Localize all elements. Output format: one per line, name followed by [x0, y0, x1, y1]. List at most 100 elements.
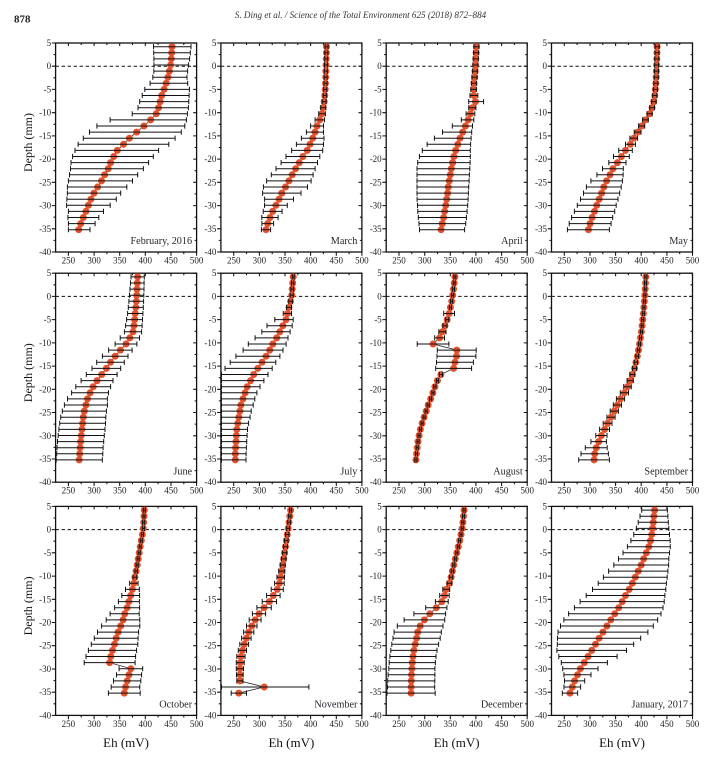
svg-text:November: November — [314, 700, 358, 711]
svg-text:-5: -5 — [540, 84, 548, 94]
svg-text:400: 400 — [139, 719, 153, 729]
svg-text:-40: -40 — [39, 710, 51, 720]
svg-text:-30: -30 — [204, 431, 216, 441]
svg-text:5: 5 — [377, 501, 382, 511]
svg-text:500: 500 — [355, 486, 369, 496]
svg-text:-10: -10 — [535, 571, 547, 581]
svg-text:March: March — [331, 236, 358, 247]
svg-text:Depth (mm): Depth (mm) — [21, 343, 35, 402]
svg-text:-35: -35 — [370, 687, 382, 697]
svg-text:-35: -35 — [204, 454, 216, 464]
svg-text:0: 0 — [377, 291, 382, 301]
svg-text:-15: -15 — [204, 131, 216, 141]
svg-text:-5: -5 — [374, 315, 382, 325]
svg-text:0: 0 — [47, 61, 52, 71]
svg-text:S. Ding et al. / Science of th: S. Ding et al. / Science of the Total En… — [235, 10, 487, 20]
svg-text:-10: -10 — [370, 338, 382, 348]
svg-text:-40: -40 — [535, 247, 547, 257]
svg-text:-5: -5 — [44, 84, 52, 94]
svg-text:-15: -15 — [39, 594, 51, 604]
svg-text:-20: -20 — [535, 618, 547, 628]
svg-text:-25: -25 — [370, 177, 382, 187]
svg-text:-20: -20 — [370, 154, 382, 164]
svg-text:-35: -35 — [39, 224, 51, 234]
svg-text:500: 500 — [686, 256, 700, 266]
svg-text:-30: -30 — [39, 201, 51, 211]
svg-text:-35: -35 — [204, 687, 216, 697]
svg-text:Eh (mV): Eh (mV) — [434, 735, 480, 750]
svg-text:-25: -25 — [535, 641, 547, 651]
svg-text:-40: -40 — [535, 710, 547, 720]
svg-text:350: 350 — [444, 719, 458, 729]
svg-text:500: 500 — [686, 719, 700, 729]
svg-text:-20: -20 — [39, 384, 51, 394]
svg-text:-35: -35 — [39, 454, 51, 464]
svg-text:-5: -5 — [209, 84, 217, 94]
svg-text:350: 350 — [609, 256, 623, 266]
svg-text:0: 0 — [543, 61, 548, 71]
svg-text:450: 450 — [330, 719, 344, 729]
svg-text:0: 0 — [212, 291, 217, 301]
svg-text:5: 5 — [212, 501, 217, 511]
svg-text:500: 500 — [520, 486, 534, 496]
svg-text:300: 300 — [87, 486, 101, 496]
svg-text:-20: -20 — [370, 618, 382, 628]
svg-text:-15: -15 — [370, 361, 382, 371]
svg-text:-25: -25 — [370, 408, 382, 418]
svg-text:400: 400 — [634, 256, 648, 266]
svg-text:0: 0 — [47, 525, 52, 535]
svg-text:5: 5 — [212, 38, 217, 48]
svg-text:350: 350 — [609, 719, 623, 729]
svg-text:450: 450 — [660, 486, 674, 496]
svg-text:400: 400 — [469, 486, 483, 496]
svg-text:-35: -35 — [535, 224, 547, 234]
svg-text:-40: -40 — [204, 247, 216, 257]
svg-text:400: 400 — [304, 719, 318, 729]
svg-text:-20: -20 — [370, 384, 382, 394]
svg-text:500: 500 — [355, 719, 369, 729]
svg-text:250: 250 — [392, 486, 406, 496]
svg-text:-5: -5 — [44, 548, 52, 558]
svg-text:-15: -15 — [370, 594, 382, 604]
svg-text:300: 300 — [418, 719, 432, 729]
svg-text:5: 5 — [377, 38, 382, 48]
svg-text:-25: -25 — [204, 408, 216, 418]
svg-text:-40: -40 — [204, 710, 216, 720]
svg-text:-25: -25 — [535, 177, 547, 187]
svg-text:-15: -15 — [535, 131, 547, 141]
svg-text:-15: -15 — [535, 594, 547, 604]
svg-text:450: 450 — [660, 719, 674, 729]
svg-text:-40: -40 — [39, 477, 51, 487]
svg-text:-25: -25 — [39, 408, 51, 418]
svg-text:-5: -5 — [540, 315, 548, 325]
svg-text:-40: -40 — [204, 477, 216, 487]
svg-text:-10: -10 — [535, 108, 547, 118]
svg-text:450: 450 — [495, 486, 509, 496]
svg-text:250: 250 — [558, 486, 572, 496]
svg-text:300: 300 — [583, 719, 597, 729]
svg-text:400: 400 — [634, 486, 648, 496]
svg-text:-30: -30 — [535, 664, 547, 674]
svg-text:250: 250 — [392, 256, 406, 266]
svg-text:500: 500 — [520, 719, 534, 729]
svg-text:350: 350 — [444, 256, 458, 266]
svg-text:July: July — [340, 466, 358, 477]
svg-text:400: 400 — [304, 256, 318, 266]
svg-text:400: 400 — [139, 486, 153, 496]
svg-text:Eh (mV): Eh (mV) — [103, 735, 149, 750]
svg-text:300: 300 — [583, 486, 597, 496]
svg-text:300: 300 — [253, 486, 267, 496]
svg-text:5: 5 — [212, 268, 217, 278]
svg-text:-5: -5 — [374, 548, 382, 558]
svg-text:-30: -30 — [204, 664, 216, 674]
svg-text:-30: -30 — [204, 201, 216, 211]
svg-text:Eh (mV): Eh (mV) — [599, 735, 645, 750]
svg-text:250: 250 — [227, 256, 241, 266]
svg-text:5: 5 — [47, 38, 52, 48]
svg-text:Depth (mm): Depth (mm) — [21, 113, 35, 172]
svg-text:-5: -5 — [374, 84, 382, 94]
svg-text:June: June — [173, 466, 192, 477]
svg-text:250: 250 — [392, 719, 406, 729]
svg-text:250: 250 — [62, 719, 76, 729]
svg-text:450: 450 — [660, 256, 674, 266]
